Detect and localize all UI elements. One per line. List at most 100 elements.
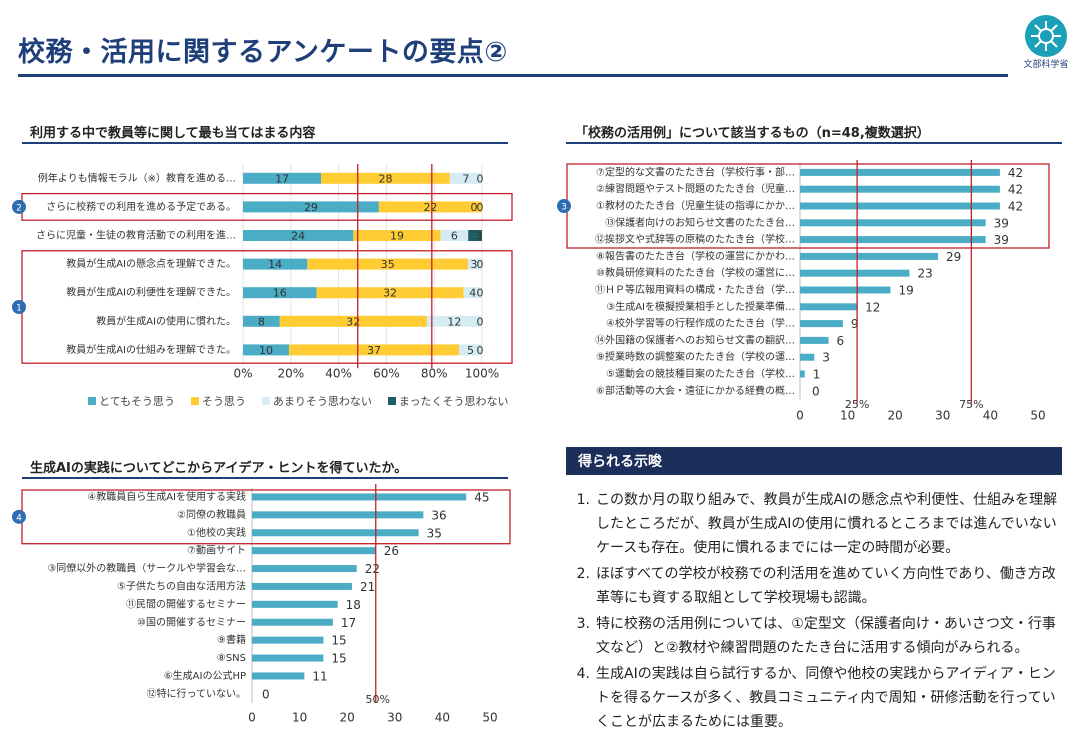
segment-value-label: 12	[447, 315, 461, 328]
legend-label: あまりそう思わない	[272, 395, 372, 408]
bar	[252, 493, 467, 501]
category-label: ④教職員自ら生成AIを使用する実践	[87, 490, 246, 503]
category-label: ⑥部活動等の大会・遠征にかかる経費の概…	[596, 384, 795, 397]
bar-value-label: 39	[994, 216, 1009, 230]
bar	[252, 529, 419, 537]
x-tick-label: 40%	[325, 367, 352, 381]
summary-item-number: 3.	[576, 616, 590, 632]
segment-value-label: 0	[477, 258, 484, 271]
category-label: ⑧SNS	[217, 653, 246, 664]
bar-value-label: 18	[346, 598, 361, 612]
annotation-badge-circle	[12, 199, 26, 214]
x-tick-label: 20%	[277, 367, 304, 381]
bar-value-label: 11	[312, 669, 327, 683]
stacked-bar-segment	[307, 258, 469, 270]
segment-value-label: 32	[383, 287, 397, 300]
segment-value-label: 0	[477, 287, 484, 300]
legend-swatch	[261, 397, 270, 405]
category-label: ⑫特に行っていない。	[147, 687, 247, 700]
bar-value-label: 39	[994, 233, 1009, 247]
category-label: ⑦定型的な文書のたたき台（学校行事・部…	[596, 165, 795, 178]
category-label: 教員が生成AIの利便性を理解できた。	[66, 286, 236, 299]
reference-line-label: 25%	[845, 398, 869, 411]
segment-value-label: 3	[471, 258, 478, 271]
category-label: 教員が生成AIの懸念点を理解できた。	[66, 257, 236, 270]
segment-value-label: 37	[367, 344, 381, 357]
category-label: ⑬保護者向けのお知らせ文書のたたき台…	[605, 216, 795, 229]
legend-swatch	[190, 397, 199, 405]
bar	[800, 370, 805, 378]
logo-text: 文部科学省	[1023, 60, 1069, 70]
category-label: ⑨書籍	[217, 633, 246, 646]
bar-value-label: 9	[851, 317, 859, 331]
legend-item: あまりそう思わない	[261, 393, 372, 409]
bar-value-label: 45	[474, 490, 489, 504]
bar	[252, 565, 357, 573]
stacked-bar-segment	[316, 287, 464, 299]
chart2-title-rule	[566, 142, 1062, 144]
legend-label: そう思う	[201, 395, 246, 408]
legend-label: まったくそう思わない	[398, 395, 509, 408]
bar-value-label: 19	[898, 284, 913, 298]
bar-value-label: 6	[837, 334, 845, 348]
x-tick-label: 80%	[421, 367, 448, 381]
bar	[800, 168, 1000, 176]
annotation-badge-label: 1	[16, 304, 22, 314]
x-tick-label: 60%	[373, 367, 400, 381]
bar-value-label: 0	[262, 687, 270, 701]
annotation-badge-circle	[12, 300, 26, 314]
stacked-bar-segment	[288, 344, 460, 356]
chart1-legend: とてもそう思う そう思う あまりそう思わない まったくそう思わない	[88, 393, 508, 409]
segment-value-label: 0	[477, 172, 484, 185]
summary-item-number: 4.	[576, 666, 590, 682]
page-title: 校務・活用に関するアンケートの要点②	[18, 37, 508, 68]
x-tick-label: 40	[983, 409, 998, 423]
x-tick-label: 50	[1030, 409, 1045, 423]
bar-value-label: 12	[865, 300, 880, 314]
category-label: 例年よりも情報モラル（※）教育を進める…	[38, 171, 236, 184]
summary-item-text: 生成AIの実践は自ら試行するか、同僚や他校の実践からアイディア・ヒントを得るケー…	[596, 666, 1056, 730]
annotation-badge-circle	[557, 199, 571, 213]
segment-value-label: 10	[259, 344, 273, 357]
segment-value-label: 32	[346, 315, 360, 328]
bar-value-label: 42	[1008, 200, 1023, 214]
segment-value-label: 19	[390, 230, 404, 243]
legend-swatch	[387, 397, 396, 405]
stacked-bar-segment	[468, 230, 482, 241]
category-label: ⑤運動会の競技種目案のたたき台（学校…	[606, 367, 795, 380]
bar	[252, 547, 376, 555]
segment-value-label: 0	[471, 201, 478, 214]
segment-value-label: 3	[476, 230, 483, 243]
bar	[800, 269, 910, 277]
category-label: さらに校務での利用を進める予定である。	[46, 200, 236, 213]
stacked-bar-segment	[243, 230, 354, 241]
segment-value-label: 17	[275, 172, 289, 185]
category-label: ⑨授業時数の調整案のたたき台（学校の運…	[596, 350, 795, 363]
segment-value-label: 16	[273, 287, 287, 300]
bar	[800, 185, 1000, 193]
bar-value-label: 23	[917, 267, 932, 281]
bar	[800, 252, 939, 260]
summary-item: 3. 特に校務の活用例については、①定型文（保護者向け・あいさつ文・行事文など）と…	[566, 612, 1062, 660]
bar-value-label: 29	[946, 250, 961, 264]
summary-item-number: 1.	[576, 492, 590, 508]
category-label: ③生成AIを模擬授業相手とした授業準備…	[606, 300, 795, 313]
stacked-bar-segment	[321, 172, 450, 184]
segment-value-label: 0	[477, 344, 484, 357]
bar	[800, 202, 1000, 210]
stacked-bar-segment	[378, 201, 482, 213]
chart1-title: 利用する中で教員等に関して最も当てはまる内容	[30, 126, 316, 141]
bar	[800, 336, 829, 344]
segment-value-label: 0	[477, 315, 484, 328]
summary-item-text: ほぼすべての学校が校務での利活用を進めていく方向性であり、働き方改革等にも資する…	[596, 566, 1056, 606]
category-label: ⑩教員研修資料のたたき台（学校の運営に…	[596, 266, 795, 279]
bar	[252, 672, 305, 680]
reference-line-label: 75%	[959, 398, 983, 411]
stacked-bar-segment	[243, 172, 322, 184]
annotation-badge-label: 2	[16, 203, 22, 213]
category-label: ⑤子供たちの自由な活用方法	[117, 579, 246, 592]
stacked-bar-segment	[279, 315, 427, 327]
segment-value-label: 28	[378, 172, 392, 185]
x-tick-label: 20	[340, 711, 355, 725]
